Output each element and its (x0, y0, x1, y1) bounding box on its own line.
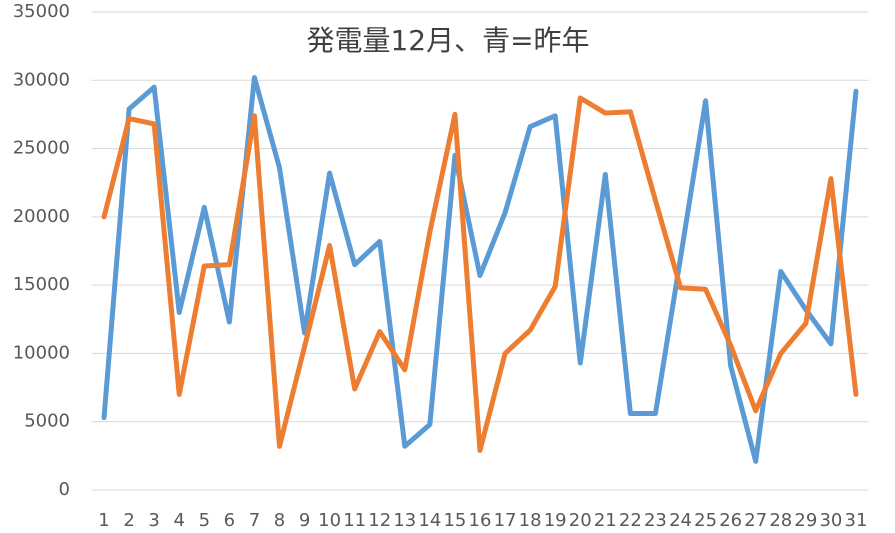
y-tick-label: 30000 (13, 69, 70, 90)
x-tick-label: 27 (744, 510, 767, 531)
x-tick-label: 29 (794, 510, 817, 531)
x-tick-label: 6 (224, 510, 235, 531)
x-tick-label: 4 (173, 510, 184, 531)
y-tick-label: 0 (59, 479, 70, 500)
y-tick-label: 25000 (13, 138, 70, 159)
x-tick-label: 21 (594, 510, 617, 531)
x-tick-label: 12 (368, 510, 391, 531)
x-tick-label: 22 (619, 510, 642, 531)
y-tick-label: 20000 (13, 206, 70, 227)
x-tick-label: 28 (769, 510, 792, 531)
x-tick-label: 8 (274, 510, 285, 531)
x-tick-label: 18 (519, 510, 542, 531)
x-tick-label: 2 (123, 510, 134, 531)
y-tick-label: 15000 (13, 274, 70, 295)
x-tick-label: 17 (494, 510, 517, 531)
x-tick-label: 13 (393, 510, 416, 531)
x-tick-label: 5 (199, 510, 210, 531)
y-tick-label: 10000 (13, 342, 70, 363)
x-tick-label: 30 (819, 510, 842, 531)
y-tick-label: 35000 (13, 1, 70, 22)
x-tick-label: 7 (249, 510, 260, 531)
series-line (101, 95, 859, 453)
x-tick-label: 26 (719, 510, 742, 531)
x-tick-label: 24 (669, 510, 692, 531)
x-tick-label: 19 (544, 510, 567, 531)
x-tick-label: 20 (569, 510, 592, 531)
x-tick-label: 15 (443, 510, 466, 531)
y-tick-label: 5000 (24, 411, 70, 432)
x-tick-label: 23 (644, 510, 667, 531)
x-tick-label: 25 (694, 510, 717, 531)
x-tick-label: 1 (98, 510, 109, 531)
series-line (101, 75, 859, 464)
x-tick-label: 16 (469, 510, 492, 531)
x-tick-label: 31 (845, 510, 868, 531)
chart-title: 発電量12月、青=昨年 (306, 24, 589, 57)
x-tick-label: 10 (318, 510, 341, 531)
x-tick-label: 9 (299, 510, 310, 531)
x-tick-label: 3 (148, 510, 159, 531)
x-tick-label: 14 (418, 510, 441, 531)
x-tick-label: 11 (343, 510, 366, 531)
